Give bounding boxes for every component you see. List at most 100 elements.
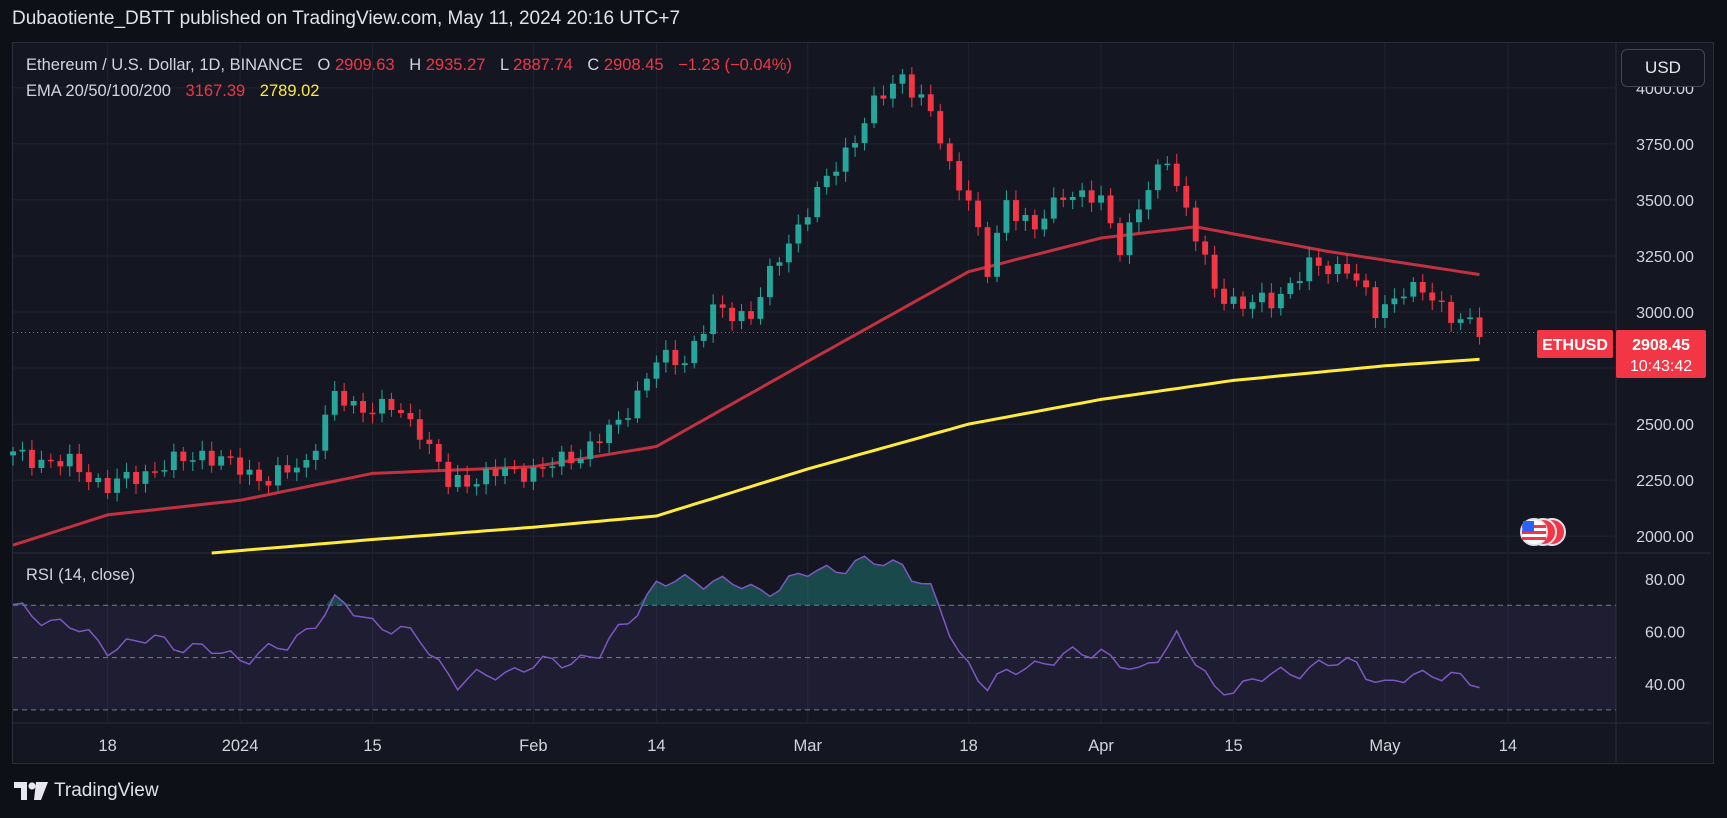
candle-body	[19, 449, 26, 452]
ema-value-red: 3167.39	[186, 82, 246, 100]
candle-body	[776, 262, 783, 266]
candle-body	[785, 243, 792, 263]
candle-body	[719, 304, 726, 308]
price-tick-label: 3750.00	[1636, 137, 1694, 154]
candle-body	[416, 419, 423, 440]
us-economic-events-icon[interactable]	[1520, 518, 1566, 546]
candle-body	[1240, 296, 1246, 309]
candle-body	[473, 484, 480, 487]
candle-body	[1183, 185, 1190, 208]
candle-body	[1438, 300, 1445, 302]
time-tick-label: 2024	[222, 737, 259, 755]
candle-body	[284, 465, 291, 473]
candle-body	[435, 444, 442, 462]
candle-body	[1041, 218, 1048, 230]
candle-body	[133, 472, 139, 484]
price-tag-countdown: 10:43:42	[1630, 358, 1692, 375]
candle-body	[1476, 317, 1483, 338]
candle-body	[710, 304, 717, 334]
high-label: H	[409, 56, 421, 74]
rsi-axis-labels: 40.00 60.00 80.00	[1645, 572, 1685, 694]
time-tick-label: 14	[1499, 737, 1517, 755]
candle-body	[1098, 195, 1104, 203]
candle-body	[937, 111, 944, 144]
candle-body	[1107, 195, 1114, 224]
candle-body	[908, 74, 915, 98]
candle-body	[57, 461, 64, 467]
candle-body	[1268, 292, 1275, 309]
candle-body	[1126, 222, 1133, 256]
candle-body	[814, 187, 821, 218]
ema-red-line	[12, 225, 1480, 547]
candle-body	[1259, 292, 1265, 303]
candle-body	[142, 471, 149, 484]
candle-body	[454, 475, 461, 487]
candle-body	[1202, 241, 1209, 255]
rsi-legend: RSI (14, close)	[26, 566, 135, 584]
symbol-tag: ETHUSD	[1542, 337, 1608, 354]
time-tick-label: Feb	[519, 737, 547, 755]
price-axis-labels: 2000.002250.002500.002750.003000.003250.…	[1636, 81, 1694, 546]
candle-body	[350, 401, 357, 406]
candle-body	[502, 467, 508, 476]
candle-body	[946, 143, 953, 162]
time-tick-label: 18	[98, 737, 116, 755]
footer: TradingView	[14, 780, 159, 802]
time-tick-label: 14	[647, 737, 665, 755]
close-value: 2908.45	[604, 56, 664, 74]
candle-body	[161, 470, 168, 472]
candle-body	[700, 334, 707, 341]
candle-body	[587, 441, 594, 459]
candle-body	[530, 467, 537, 482]
price-tick-label: 2250.00	[1636, 473, 1694, 490]
candle-body	[1353, 273, 1360, 281]
candle-body	[823, 175, 830, 187]
rsi-line	[12, 555, 1480, 696]
price-tag-price: 2908.45	[1632, 337, 1690, 354]
rsi-overbought-fill	[13, 556, 1480, 606]
candle-body	[1277, 294, 1284, 309]
candle-body	[662, 349, 669, 363]
tradingview-logo-icon	[14, 782, 48, 800]
candle-body	[965, 190, 972, 201]
candle-body	[1022, 215, 1029, 221]
candle-body	[842, 147, 849, 172]
candle-body	[1410, 282, 1417, 297]
candle-body	[341, 391, 348, 406]
candle-body	[1419, 282, 1426, 293]
candle-body	[1164, 163, 1171, 166]
candle-body	[1400, 296, 1407, 299]
candle-body	[994, 232, 1000, 277]
candle-body	[1382, 304, 1388, 318]
currency-button[interactable]: USD	[1621, 49, 1705, 87]
candle-body	[748, 311, 754, 319]
candle-body	[511, 467, 518, 470]
candle-body	[1079, 190, 1086, 197]
ema-value-yellow: 2789.02	[260, 82, 320, 100]
candle-body	[66, 453, 73, 467]
candle-body	[956, 161, 963, 191]
candle-body	[738, 311, 745, 321]
candle-body	[1192, 207, 1199, 242]
candle-body	[303, 460, 310, 468]
time-tick-label: 18	[959, 737, 977, 755]
candle-body	[369, 412, 376, 415]
candle-body	[227, 456, 234, 458]
candle-body	[1249, 302, 1256, 309]
open-value: 2909.63	[335, 56, 395, 74]
candle-body	[927, 94, 934, 112]
candle-body	[1306, 257, 1313, 282]
candle-body	[804, 217, 811, 225]
footer-brand[interactable]: TradingView	[54, 780, 159, 801]
candle-body	[861, 123, 868, 143]
price-tick-label: 2000.00	[1636, 529, 1694, 546]
candle-body	[29, 449, 35, 468]
candle-body	[407, 413, 414, 420]
candle-body	[1069, 197, 1076, 200]
close-label: C	[587, 56, 599, 74]
candle-body	[492, 468, 499, 477]
candle-body	[246, 469, 253, 475]
candle-body	[729, 307, 735, 321]
rsi-tick-label: 40.00	[1645, 677, 1685, 694]
